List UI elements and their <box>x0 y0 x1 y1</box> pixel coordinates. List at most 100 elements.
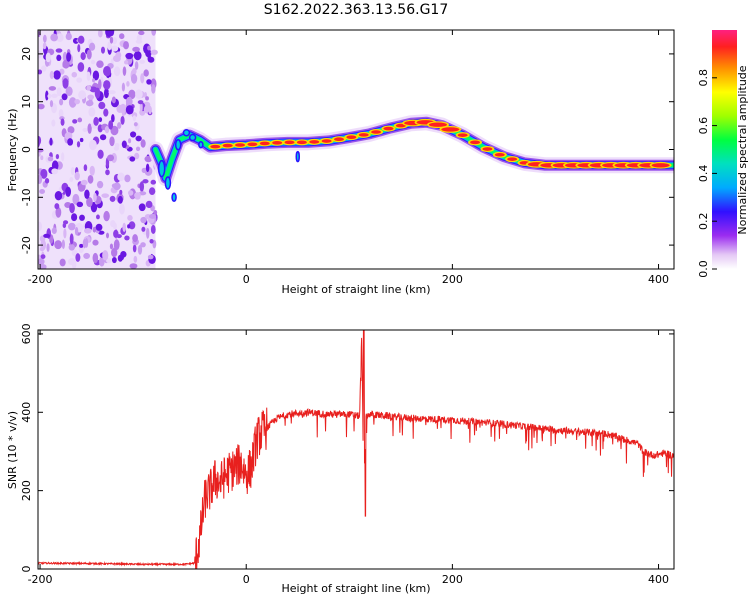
noise-blob <box>124 60 129 65</box>
noise-blob <box>140 216 147 224</box>
snr-y-ticks: 0 200 400 600 <box>20 323 674 573</box>
noise-blob <box>39 189 46 195</box>
noise-blob <box>42 34 47 43</box>
noise-blob <box>137 244 143 255</box>
noise-blob <box>108 120 114 130</box>
noise-blob <box>97 149 104 159</box>
noise-blob <box>129 156 136 162</box>
ridge-blob <box>295 150 301 163</box>
ridge-glow <box>147 114 674 187</box>
noise-blob <box>77 62 85 72</box>
ridge-core-spot <box>321 139 332 143</box>
noise-blob <box>127 214 133 221</box>
noise-blob <box>78 246 84 254</box>
ridge-blob <box>188 133 197 142</box>
noise-blob <box>139 181 145 192</box>
snr-frame <box>37 329 675 570</box>
ridge-core-spot <box>494 152 505 157</box>
noise-blob <box>109 195 116 202</box>
x-tick-label: 200 <box>442 273 463 286</box>
noise-blob <box>38 174 43 185</box>
noise-blob <box>87 175 94 184</box>
ridge-core-spot <box>210 144 221 149</box>
noise-blob <box>107 41 112 51</box>
noise-blob <box>41 65 47 72</box>
noise-blob <box>94 87 101 99</box>
ridge-core-spot <box>470 140 481 145</box>
noise-field <box>38 30 158 269</box>
noise-blob <box>49 100 54 108</box>
noise-blob <box>63 228 67 239</box>
noise-blob <box>99 134 107 141</box>
noise-blob <box>148 213 157 219</box>
noise-blob <box>115 51 122 60</box>
noise-blob <box>68 244 75 251</box>
noise-blob <box>80 179 88 186</box>
noise-blob <box>87 94 95 100</box>
noise-blob <box>38 147 44 153</box>
y-tick-label: 600 <box>20 323 33 344</box>
noise-blob <box>104 126 110 134</box>
noise-blob <box>130 131 137 138</box>
noise-blob <box>71 71 78 78</box>
noise-blob <box>108 90 116 95</box>
snr-x-label: Height of straight line (km) <box>281 582 430 595</box>
x-tick-label: 0 <box>243 573 250 586</box>
y-tick-label: 400 <box>20 402 33 423</box>
colorbar-gradient <box>712 30 737 269</box>
noise-blob <box>42 42 47 50</box>
noise-blob <box>72 119 78 124</box>
noise-blob <box>110 219 116 228</box>
noise-blob <box>74 98 81 105</box>
noise-blob <box>106 258 112 264</box>
noise-blob <box>70 167 75 176</box>
noise-blob <box>139 102 143 113</box>
noise-blob <box>110 125 119 136</box>
noise-blob <box>98 230 105 235</box>
noise-blob <box>145 200 153 209</box>
y-tick-label: -20 <box>20 236 33 254</box>
noise-blob <box>100 46 105 54</box>
ridge-core-spot <box>284 140 295 145</box>
noise-blob <box>46 243 50 252</box>
noise-blob <box>54 240 63 250</box>
noise-blob <box>86 49 92 60</box>
noise-blob <box>133 50 142 61</box>
snr-x-ticks: -200 0 200 400 <box>28 330 669 586</box>
noise-blob <box>68 97 77 108</box>
noise-blob <box>142 179 149 184</box>
ridge-core-spot <box>222 143 233 148</box>
ridge-core-spot <box>507 157 518 161</box>
x-tick-label: -200 <box>28 573 53 586</box>
noise-blob <box>137 100 144 105</box>
noise-blob <box>86 85 92 91</box>
noise-blob <box>97 30 103 38</box>
noise-blob <box>76 201 84 208</box>
noise-blob <box>72 193 80 205</box>
noise-blob <box>132 234 138 243</box>
noise-blob <box>111 256 117 264</box>
noise-blob <box>87 123 92 134</box>
noise-blob <box>69 203 75 214</box>
noise-blob <box>124 235 130 241</box>
noise-blob <box>92 239 99 246</box>
noise-blob <box>111 248 118 258</box>
noise-blob <box>103 80 111 90</box>
noise-blob <box>119 203 125 215</box>
colorbar-ticks: 0.0 0.2 0.4 0.6 0.8 <box>697 69 717 278</box>
ridge-blob <box>174 138 182 151</box>
noise-blob <box>77 117 83 123</box>
noise-blob <box>38 50 43 59</box>
colorbar-label: Normalized spectral amplitude <box>736 65 749 234</box>
noise-blob <box>110 30 115 36</box>
noise-blob <box>53 70 61 80</box>
noise-blob <box>60 118 65 126</box>
noise-blob <box>105 169 110 176</box>
noise-blob <box>127 138 132 144</box>
noise-blob <box>120 115 125 125</box>
noise-blob <box>62 222 67 229</box>
noise-blob <box>40 168 48 179</box>
snr-y-label: SNR (10 * v/v) <box>6 411 19 489</box>
noise-blob <box>93 116 99 126</box>
ridge-core-spot <box>247 142 258 147</box>
